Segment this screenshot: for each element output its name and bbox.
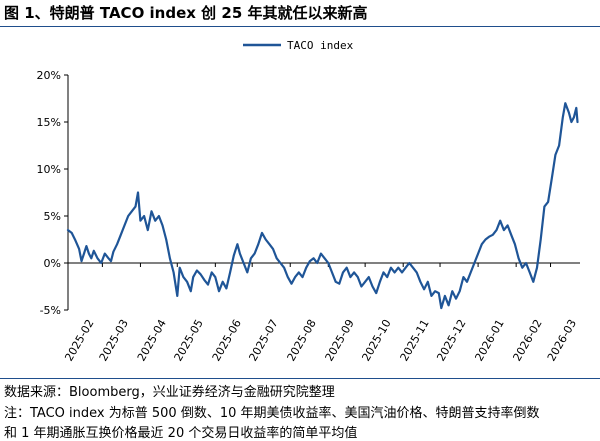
x-tick-label: 2025-11: [398, 317, 432, 363]
x-tick-label: 2026-01: [472, 317, 506, 363]
chart-axes: -5%0%5%10%15%20%2025-02 2025-03 2025-04 202…: [37, 69, 580, 364]
x-tick-label: 2025-08: [285, 317, 319, 363]
x-tick-label: 2025-07: [247, 317, 281, 363]
x-tick-label: 2026-03: [545, 317, 579, 363]
chart: -5%0%5%10%15%20%2025-02 2025-03 2025-04 202…: [37, 39, 580, 364]
figure-title: 图 1、特朗普 TACO index 创 25 年其就任以来新高: [4, 4, 368, 22]
x-tick-label: 2025-04: [135, 317, 169, 363]
y-tick-label: 15%: [37, 116, 61, 129]
footer-divider: [0, 378, 600, 379]
x-tick-label: 2025-05: [172, 317, 206, 363]
source-note: 数据来源：Bloomberg，兴业证券经济与金融研究院整理: [4, 385, 335, 400]
title-divider: [0, 26, 600, 27]
x-tick-label: 2025-02: [62, 317, 96, 363]
chart-series-layer: [66, 102, 579, 310]
legend-label: TACO index: [287, 39, 354, 52]
x-tick-label: 2025-09: [323, 317, 357, 363]
x-tick-label: 2025-12: [434, 317, 468, 363]
definition-note-line-1: 注：TACO index 为标普 500 倒数、10 年期美债收益率、美国汽油价…: [4, 406, 540, 421]
y-tick-label: 5%: [44, 210, 61, 223]
definition-note-line-2: 和 1 年期通胀互换价格最近 20 个交易日收益率的简单平均值: [4, 426, 358, 441]
series-line-taco-index: [66, 102, 579, 310]
y-tick-label: 20%: [37, 69, 61, 82]
y-tick-label: 0%: [44, 257, 61, 270]
x-tick-label: 2025-06: [210, 317, 244, 363]
x-tick-label: 2026-02: [510, 317, 544, 363]
x-tick-label: 2025-03: [97, 317, 131, 363]
y-tick-label: 10%: [37, 163, 61, 176]
y-tick-label: -5%: [40, 304, 61, 317]
x-tick-label: 2025-10: [359, 317, 393, 363]
chart-legend: TACO index: [243, 39, 354, 52]
